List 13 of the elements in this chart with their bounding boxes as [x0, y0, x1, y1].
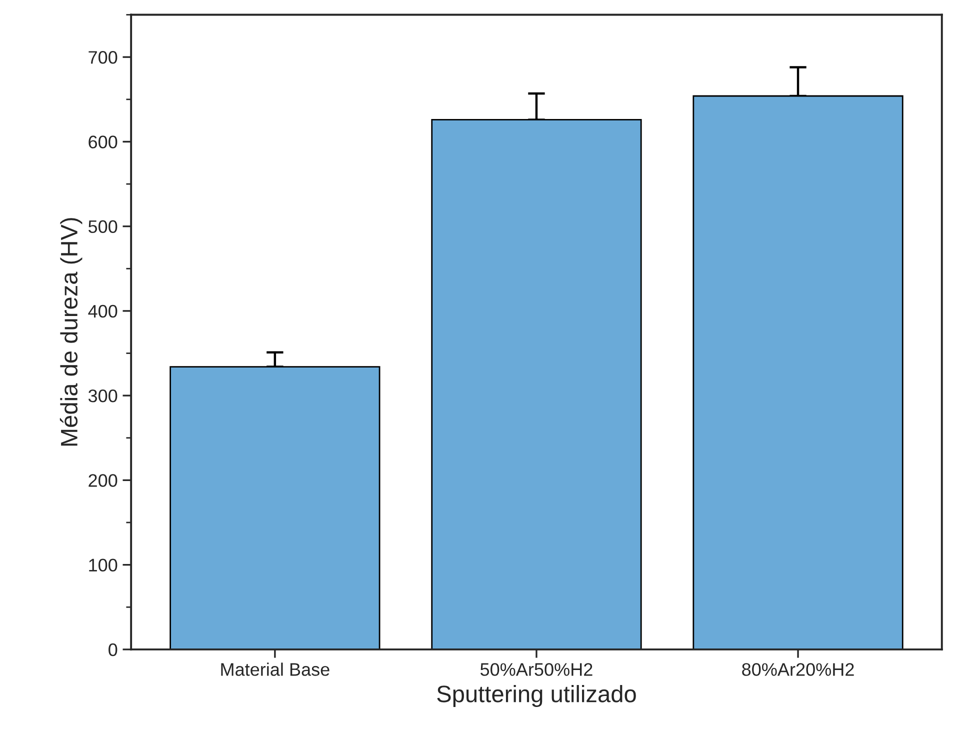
y-tick-label: 500 — [88, 220, 118, 234]
y-tick-label: 300 — [88, 390, 118, 402]
x-tick-label: 80%Ar20%H2 — [742, 663, 854, 676]
y-tick-label: 400 — [88, 304, 118, 318]
y-tick-label: 200 — [88, 474, 118, 487]
y-tick-label: 100 — [89, 558, 118, 572]
y-axis-title: Média de dureza (HV) — [60, 218, 82, 446]
x-tick-label: Material Base — [221, 662, 330, 676]
y-tick-label: 0 — [108, 643, 118, 656]
y-tick-label: 700 — [88, 51, 118, 64]
x-axis-title: Sputtering utilizado — [437, 685, 636, 708]
x-tick-label: 50%Ar50%H2 — [480, 663, 592, 676]
y-tick-label: 600 — [88, 136, 118, 148]
